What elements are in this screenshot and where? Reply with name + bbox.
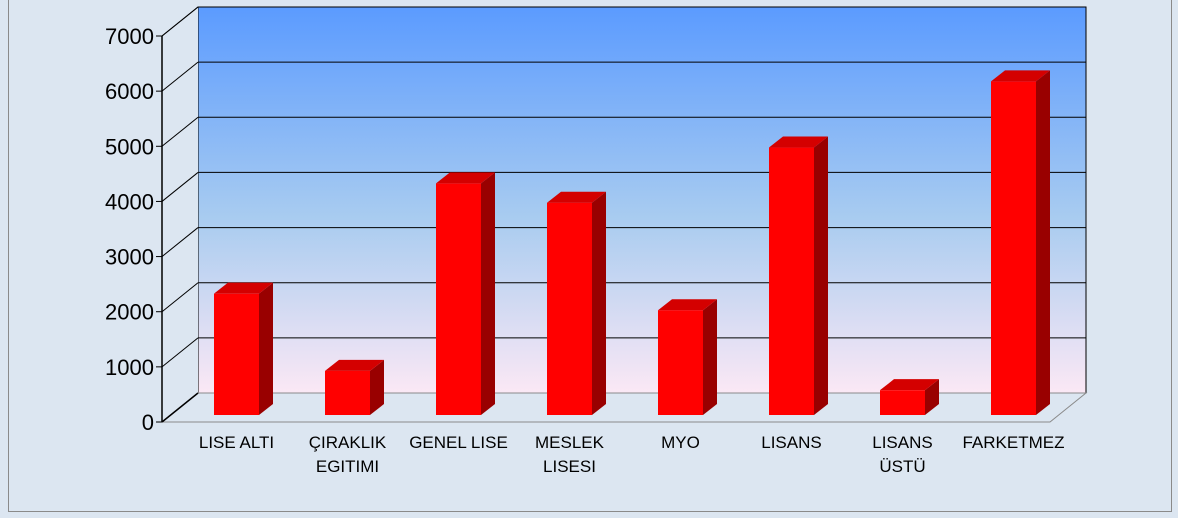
y-tick-label: 6000 bbox=[105, 79, 154, 104]
bar-side bbox=[925, 379, 939, 415]
y-tick-label: 0 bbox=[142, 410, 154, 435]
bar-side bbox=[703, 299, 717, 415]
gridline-side bbox=[161, 282, 199, 313]
x-tick-label: ÇIRAKLIK bbox=[309, 433, 387, 452]
bar bbox=[325, 370, 370, 415]
bar-side bbox=[481, 172, 495, 415]
x-tick-label: LISANS bbox=[872, 433, 932, 452]
chart-floor bbox=[160, 392, 1088, 423]
x-tick-label: EGITIMI bbox=[316, 457, 379, 476]
gridline-side bbox=[161, 172, 199, 202]
gridline-side bbox=[161, 61, 199, 92]
bar bbox=[991, 81, 1036, 415]
y-tick-label: 4000 bbox=[105, 189, 154, 214]
y-tick-label: 7000 bbox=[105, 24, 154, 49]
bar-side bbox=[1036, 70, 1050, 415]
side-wall bbox=[162, 7, 198, 422]
y-tick-label: 2000 bbox=[105, 300, 154, 325]
gridline-side bbox=[161, 227, 199, 257]
chart-frame bbox=[8, 0, 1172, 512]
y-tick-label: 5000 bbox=[105, 134, 154, 159]
bar-top bbox=[325, 359, 384, 371]
bar bbox=[547, 202, 592, 415]
bar bbox=[658, 310, 703, 415]
bar bbox=[214, 293, 259, 415]
bar-top bbox=[547, 191, 606, 203]
x-tick-label: MESLEK bbox=[535, 433, 605, 452]
bar bbox=[880, 390, 925, 415]
gridline-side bbox=[161, 337, 199, 368]
x-axis-depth bbox=[161, 392, 199, 423]
bar-side bbox=[592, 191, 606, 415]
bar-side bbox=[259, 282, 273, 415]
bar-top bbox=[658, 299, 717, 311]
x-tick-label: LISE ALTI bbox=[199, 433, 274, 452]
x-tick-label: GENEL LISE bbox=[409, 433, 508, 452]
bar-top bbox=[991, 70, 1050, 82]
x-tick-label: MYO bbox=[661, 433, 700, 452]
bar-top bbox=[436, 172, 495, 184]
bar-side bbox=[370, 359, 384, 415]
y-tick-label: 3000 bbox=[105, 245, 154, 270]
bar-side bbox=[814, 136, 828, 416]
x-tick-label: LISESI bbox=[543, 457, 596, 476]
x-tick-label: LISANS bbox=[761, 433, 821, 452]
bar-top bbox=[880, 379, 939, 391]
y-tick-label: 1000 bbox=[105, 355, 154, 380]
x-tick-label: FARKETMEZ bbox=[962, 433, 1064, 452]
bar bbox=[769, 147, 814, 416]
gridline-side bbox=[161, 116, 199, 147]
top-depth-edge bbox=[161, 6, 199, 37]
bar bbox=[436, 183, 481, 415]
back-wall bbox=[197, 6, 1087, 394]
bar-top bbox=[769, 136, 828, 148]
bar-top bbox=[214, 282, 273, 294]
x-tick-label: ÜSTÜ bbox=[879, 457, 925, 476]
